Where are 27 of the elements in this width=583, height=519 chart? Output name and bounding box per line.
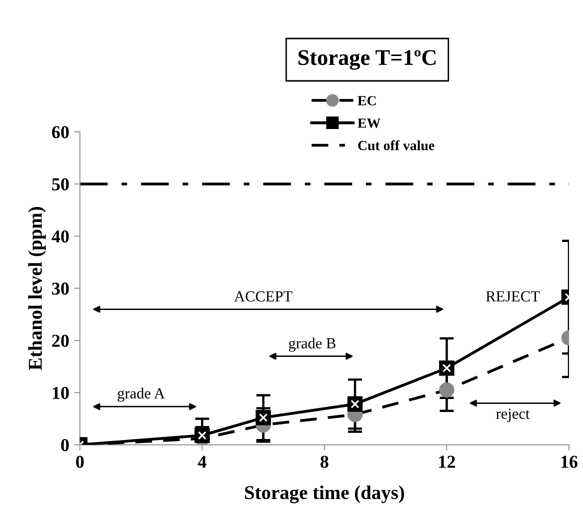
annotation: reject	[496, 408, 530, 422]
x-tick-label: 8	[320, 456, 328, 468]
y-tick-label: 0	[61, 439, 69, 452]
x-tick-label: 0	[76, 456, 84, 468]
y-tick-label: 30	[52, 282, 69, 295]
point	[439, 382, 454, 398]
y-tick-label: 50	[52, 178, 69, 190]
y-tick-label: 10	[52, 386, 69, 400]
annotation: grade B	[288, 338, 336, 352]
annotation: grade A	[118, 388, 165, 402]
legend-label: EW	[358, 118, 380, 128]
x-tick-label: 16	[561, 456, 578, 468]
x-tick-label: 4	[198, 456, 206, 468]
y-tick-label: 40	[52, 230, 69, 243]
y-axis-title: Ethanol level (ppm)	[28, 207, 46, 370]
legend-label: Cut off value	[358, 140, 434, 150]
x-axis-title: Storage time (days)	[245, 485, 404, 504]
point	[256, 410, 271, 426]
point	[194, 428, 210, 444]
y-tick-label: 20	[52, 334, 69, 347]
point	[439, 360, 454, 376]
y-tick-label: 60	[52, 126, 69, 138]
legend-label: EC	[358, 96, 376, 106]
x-tick-label: 12	[439, 456, 455, 468]
annotation: ACCEPT	[234, 291, 292, 302]
chart-title: Storage T=1ºC	[298, 50, 436, 70]
annotation: REJECT	[486, 291, 540, 302]
